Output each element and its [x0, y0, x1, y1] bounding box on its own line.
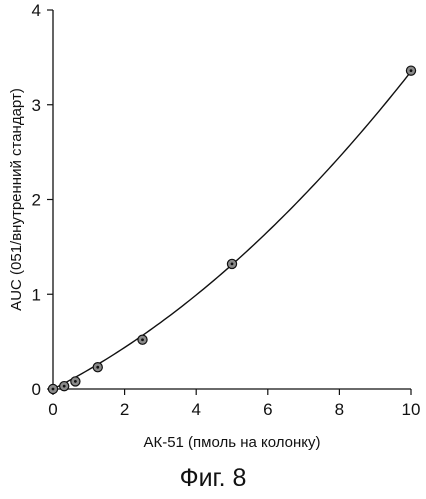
y-tick-label: 1 — [32, 285, 41, 304]
x-tick-label: 0 — [48, 400, 57, 419]
y-tick-label: 3 — [32, 96, 41, 115]
x-tick-label: 10 — [402, 400, 421, 419]
x-tick-label: 8 — [335, 400, 344, 419]
data-point-center — [141, 338, 144, 341]
x-axis-ticks: 0 2 4 6 8 10 — [48, 389, 420, 419]
data-point-center — [96, 366, 99, 369]
data-point-center — [63, 385, 66, 388]
axes — [53, 10, 411, 389]
x-tick-label: 4 — [191, 400, 200, 419]
x-axis-title: АК-51 (пмоль на колонку) — [143, 434, 320, 451]
figure-caption: Фиг. 8 — [0, 464, 426, 493]
data-point-center — [52, 388, 55, 391]
y-tick-label: 2 — [32, 191, 41, 210]
fit-curve-line — [53, 72, 411, 389]
data-point-center — [231, 263, 234, 266]
y-tick-label: 4 — [32, 1, 41, 20]
data-point-center — [410, 69, 413, 72]
data-points — [48, 66, 415, 394]
fit-curve-layer — [53, 72, 411, 389]
data-point-center — [74, 380, 77, 383]
y-tick-label: 0 — [32, 380, 41, 399]
x-tick-label: 6 — [263, 400, 272, 419]
y-axis-ticks: 0 1 2 3 4 — [32, 1, 53, 399]
scatter-chart: 0 2 4 6 8 10 0 1 2 3 4 АК-51 (пмоль на колонку) A… — [0, 0, 426, 460]
x-tick-label: 2 — [120, 400, 129, 419]
y-axis-title: AUC (051/внутренний стандарт) — [8, 88, 25, 311]
